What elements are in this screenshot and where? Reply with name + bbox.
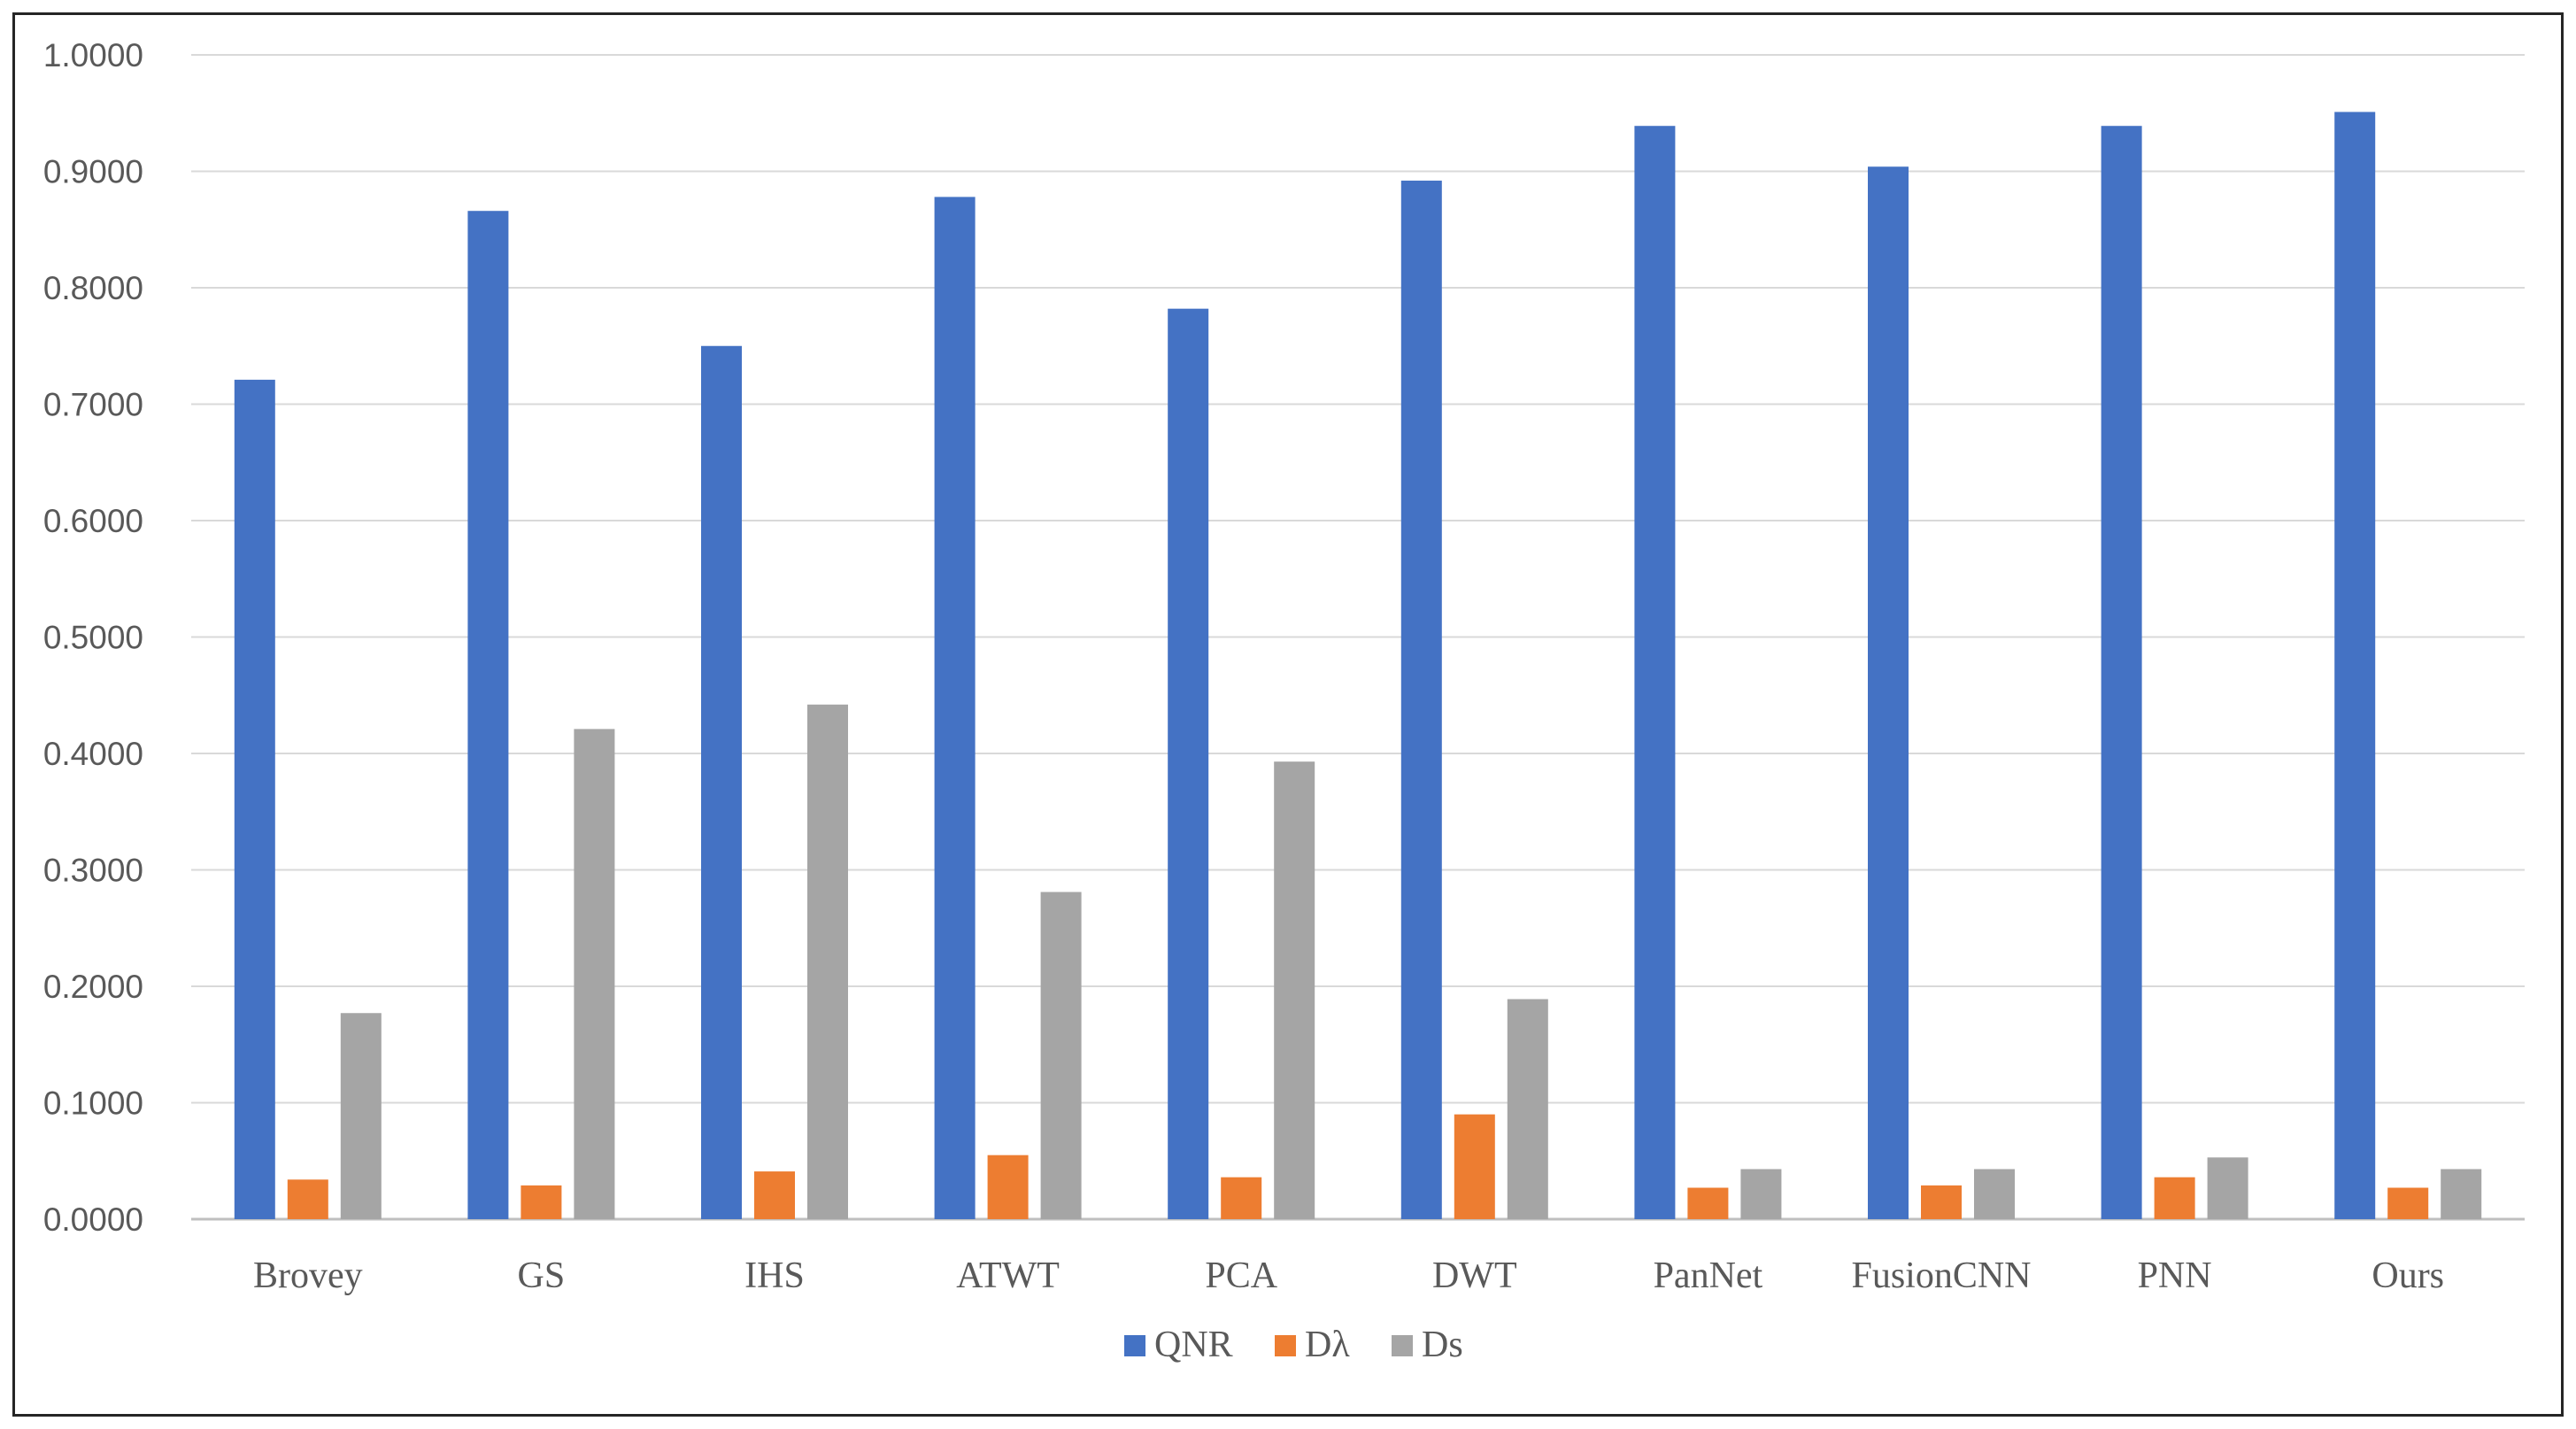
- bar-Ds-FusionCNN: [1974, 1169, 2015, 1219]
- y-tick-label: 0.4000: [43, 736, 143, 772]
- x-category-label: IHS: [744, 1255, 805, 1296]
- bar-QNR-GS: [467, 211, 509, 1220]
- y-tick-label: 0.3000: [43, 853, 143, 889]
- x-category-label: GS: [518, 1255, 566, 1296]
- y-tick-label: 0.9000: [43, 154, 143, 190]
- y-tick-label: 0.7000: [43, 387, 143, 423]
- bar-QNR-FusionCNN: [1868, 166, 1909, 1220]
- x-category-label: PCA: [1205, 1255, 1277, 1296]
- bar-Dλ-IHS: [754, 1171, 795, 1219]
- y-tick-label: 0.8000: [43, 270, 143, 306]
- x-axis-categories: Brovey GS IHS ATWT PCA DWT PanNet FusionCNN PNN O…: [253, 1255, 2444, 1296]
- y-tick-label: 0.2000: [43, 969, 143, 1005]
- bar-Dλ-Ours: [2387, 1187, 2429, 1219]
- bar-QNR-DWT: [1400, 181, 1442, 1219]
- legend-label: Ds: [1422, 1325, 1463, 1365]
- legend-swatch: [1124, 1335, 1145, 1356]
- bar-Ds-Brovey: [340, 1013, 382, 1219]
- legend-label: QNR: [1154, 1325, 1233, 1365]
- bar-Ds-Ours: [2441, 1169, 2482, 1219]
- bar-Dλ-PNN: [2154, 1177, 2195, 1219]
- legend-item-Ds: Ds: [1392, 1325, 1463, 1365]
- bar-Dλ-FusionCNN: [1921, 1185, 1962, 1219]
- y-axis-ticks: 0.0000 0.1000 0.2000 0.3000 0.4000 0.5000 0.60…: [43, 37, 143, 1238]
- bar-Ds-GS: [574, 729, 615, 1219]
- bar-Ds-PNN: [2207, 1157, 2248, 1219]
- bar-Dλ-GS: [521, 1185, 562, 1219]
- x-category-label: PNN: [2138, 1255, 2212, 1296]
- bar-QNR-IHS: [701, 345, 742, 1219]
- x-category-label: FusionCNN: [1851, 1255, 2031, 1296]
- bar-Dλ-PCA: [1221, 1177, 1262, 1219]
- bar-Ds-ATWT: [1040, 892, 1082, 1219]
- x-category-label: DWT: [1432, 1255, 1517, 1296]
- bar-Ds-DWT: [1507, 999, 1548, 1219]
- bar-QNR-PanNet: [1634, 126, 1676, 1220]
- x-category-label: ATWT: [956, 1255, 1060, 1296]
- bar-Ds-PCA: [1274, 761, 1315, 1219]
- y-tick-label: 0.6000: [43, 503, 143, 539]
- legend-label: Dλ: [1305, 1325, 1350, 1365]
- y-tick-label: 0.1000: [43, 1085, 143, 1122]
- x-category-label: Brovey: [253, 1255, 363, 1296]
- x-category-label: PanNet: [1654, 1255, 1763, 1296]
- legend-item-QNR: QNR: [1124, 1325, 1233, 1365]
- legend-item-Dλ: Dλ: [1275, 1325, 1350, 1365]
- bar-Ds-PanNet: [1740, 1169, 1782, 1219]
- y-tick-label: 0.0000: [43, 1201, 143, 1238]
- y-tick-label: 1.0000: [43, 37, 143, 73]
- legend: QNR Dλ Ds: [1124, 1325, 1463, 1365]
- gridlines: [191, 54, 2525, 1221]
- y-tick-label: 0.5000: [43, 620, 143, 656]
- legend-swatch: [1275, 1335, 1296, 1356]
- bar-Dλ-Brovey: [287, 1179, 328, 1219]
- bar-QNR-Brovey: [234, 379, 275, 1219]
- bars: [234, 112, 2482, 1220]
- bar-QNR-PNN: [2101, 126, 2142, 1220]
- x-category-label: Ours: [2372, 1255, 2444, 1296]
- bar-Ds-IHS: [807, 704, 848, 1219]
- bar-Dλ-PanNet: [1687, 1187, 1729, 1219]
- bar-QNR-PCA: [1168, 308, 1209, 1219]
- bar-Dλ-ATWT: [987, 1155, 1029, 1219]
- bar-QNR-ATWT: [934, 197, 976, 1220]
- bar-QNR-Ours: [2334, 112, 2376, 1219]
- legend-swatch: [1392, 1335, 1413, 1356]
- bar-Dλ-DWT: [1454, 1114, 1495, 1219]
